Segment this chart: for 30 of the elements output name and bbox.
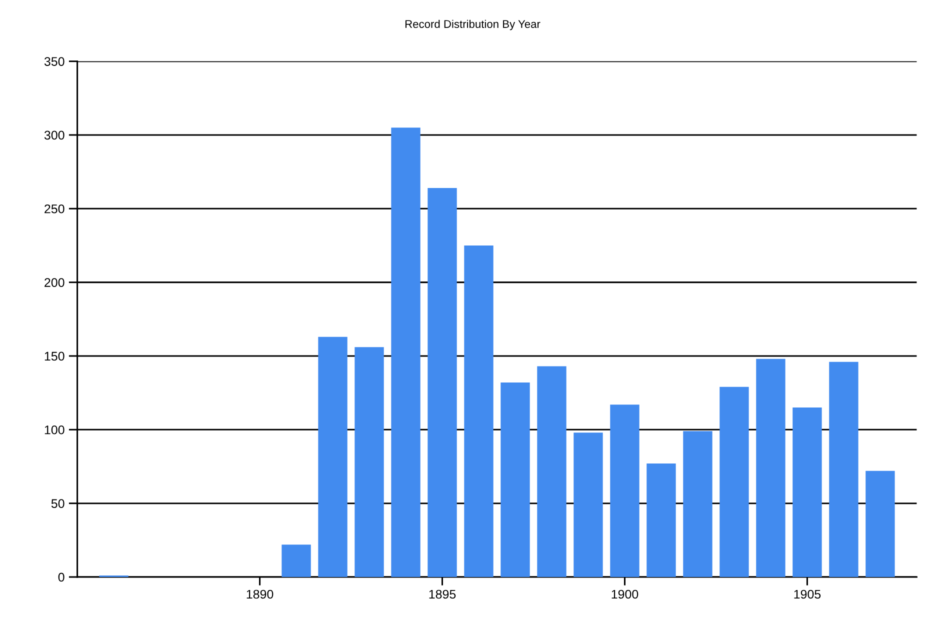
bar	[792, 408, 822, 577]
bar	[428, 188, 457, 577]
bar	[756, 358, 786, 577]
x-tick-label: 1890	[246, 590, 274, 599]
bar	[829, 362, 858, 577]
x-tick-label: 1895	[429, 590, 456, 599]
bar	[391, 128, 420, 577]
y-tick-label: 0	[58, 572, 64, 582]
bar	[500, 382, 530, 577]
y-tick-label: 100	[44, 425, 64, 434]
chart-title: Record Distribution By Year	[405, 20, 540, 30]
bar	[683, 431, 712, 577]
bar	[464, 245, 494, 577]
y-tick-label: 350	[44, 57, 64, 66]
bar	[574, 432, 603, 577]
y-tick-label: 50	[51, 499, 64, 508]
bar	[866, 470, 895, 577]
bar	[720, 386, 749, 577]
x-tick-label: 1900	[612, 590, 638, 599]
y-tick-label: 200	[44, 278, 64, 287]
bar	[610, 404, 640, 577]
y-tick-label: 250	[44, 204, 64, 214]
bar	[318, 336, 348, 577]
bar	[282, 544, 311, 577]
y-tick-label: 300	[44, 130, 64, 140]
bar	[354, 347, 384, 577]
x-tick-label: 1905	[794, 590, 821, 599]
bar	[537, 366, 566, 577]
bar	[646, 464, 676, 577]
y-tick-label: 150	[44, 352, 64, 361]
